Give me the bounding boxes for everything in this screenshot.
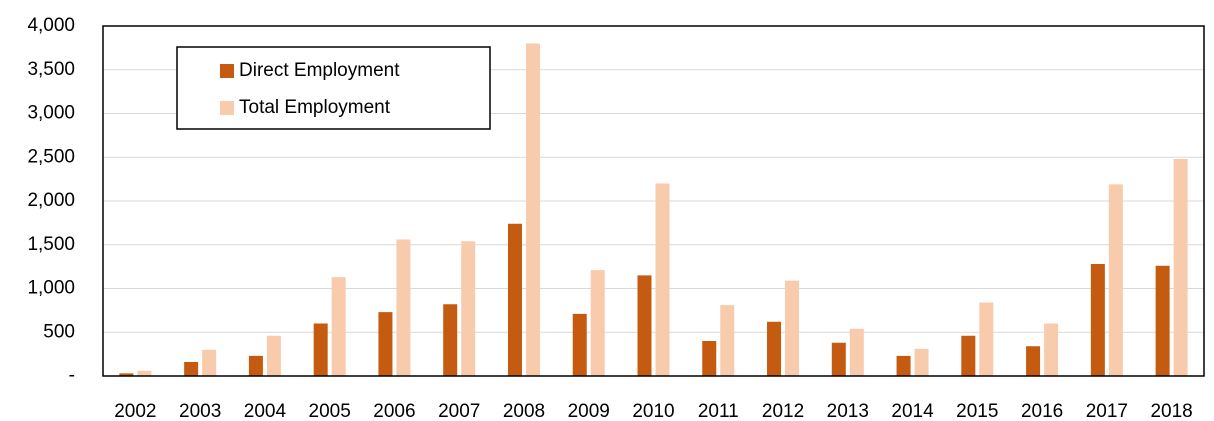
y-tick-label: 2,000: [27, 190, 75, 211]
bar: [137, 370, 152, 376]
x-tick-label: 2018: [1150, 401, 1192, 421]
y-tick-label: 2,500: [27, 146, 75, 167]
bar: [961, 335, 976, 376]
bar: [849, 328, 864, 376]
y-tick-label: 3,000: [27, 103, 75, 124]
bar: [1173, 159, 1188, 376]
bar: [720, 305, 735, 376]
plot-frame: [102, 25, 1205, 377]
y-tick-label: 1,000: [27, 278, 75, 299]
x-tick-label: 2002: [114, 401, 156, 421]
bar: [1026, 346, 1041, 376]
bar: [396, 239, 411, 376]
x-tick-label: 2013: [827, 401, 869, 421]
bar: [313, 323, 328, 376]
bar: [248, 355, 263, 376]
bar: [461, 241, 476, 376]
legend-label: Direct Employment: [239, 60, 400, 81]
bar: [1090, 264, 1105, 376]
legend-label: Total Employment: [239, 97, 391, 118]
x-tick-label: 2003: [179, 401, 221, 421]
bar: [979, 302, 994, 376]
legend-swatch: [220, 64, 234, 78]
x-tick-label: 2011: [698, 401, 739, 421]
bar: [1108, 184, 1123, 376]
bar: [785, 280, 800, 376]
x-tick-label: 2012: [762, 401, 804, 421]
y-tick-label: 3,500: [27, 59, 75, 80]
x-tick-label: 2010: [632, 401, 674, 421]
bar: [525, 43, 540, 376]
bar: [202, 349, 217, 376]
bar: [184, 362, 199, 376]
x-tick-label: 2006: [373, 401, 415, 421]
bar: [767, 321, 782, 376]
x-tick-label: 2007: [438, 401, 480, 421]
bar: [702, 341, 717, 376]
y-tick-label: -: [69, 365, 75, 386]
bar: [1155, 265, 1170, 376]
bar: [119, 373, 134, 376]
x-tick-label: 2017: [1086, 401, 1128, 421]
bar: [266, 335, 281, 376]
bar: [507, 223, 522, 376]
x-tick-label: 2008: [503, 401, 545, 421]
bar: [590, 270, 605, 376]
bar: [831, 342, 846, 376]
bar: [443, 304, 458, 376]
x-tick-label: 2005: [309, 401, 351, 421]
bar: [1044, 323, 1059, 376]
bar: [378, 312, 393, 376]
x-tick-label: 2004: [244, 401, 287, 421]
x-tick-label: 2014: [891, 401, 934, 421]
bar: [637, 275, 652, 376]
x-tick-label: 2009: [568, 401, 610, 421]
y-tick-label: 1,500: [27, 234, 75, 255]
legend-box: [176, 46, 491, 130]
bar: [655, 183, 670, 376]
bar: [331, 277, 346, 376]
bar: [896, 355, 911, 376]
y-tick-label: 500: [43, 321, 75, 342]
bar: [914, 348, 929, 376]
bar: [572, 313, 587, 376]
x-tick-label: 2015: [956, 401, 998, 421]
y-tick-label: 4,000: [27, 15, 75, 36]
legend-swatch: [220, 101, 234, 115]
x-tick-label: 2016: [1021, 401, 1063, 421]
